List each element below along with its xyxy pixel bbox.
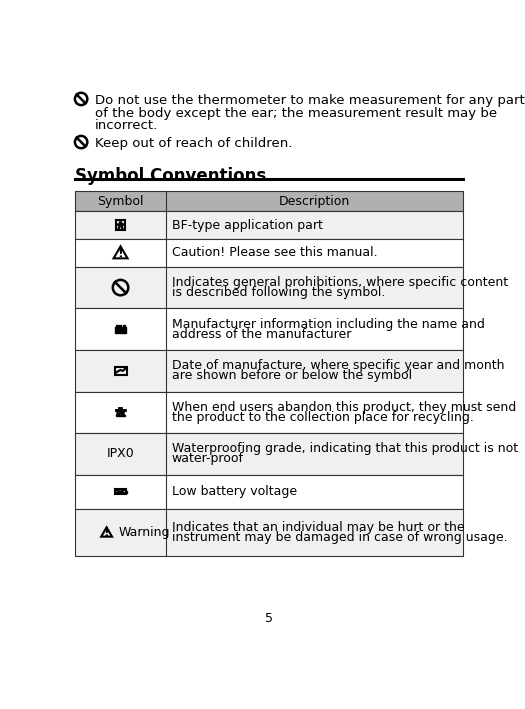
Bar [114,367,127,375]
Bar [116,325,118,328]
Bar [115,489,125,494]
Bar [125,491,127,493]
Bar [122,325,125,328]
Text: Date of manufacture, where specific year and month: Date of manufacture, where specific year… [172,359,504,372]
Text: Description: Description [279,195,350,208]
Text: Do not use the thermometer to make measurement for any part: Do not use the thermometer to make measu… [95,94,525,107]
Text: Caution! Please see this manual.: Caution! Please see this manual. [172,247,377,259]
Text: Low battery voltage: Low battery voltage [172,485,297,498]
Text: 5: 5 [265,612,273,625]
Bar [120,223,122,225]
Circle shape [119,221,122,224]
Bar [119,325,121,328]
Text: When end users abandon this product, they must send: When end users abandon this product, the… [172,401,516,414]
Text: instrument may be damaged in case of wrong usage.: instrument may be damaged in case of wro… [172,531,507,544]
Text: Warning: Warning [118,526,170,539]
Text: Symbol: Symbol [97,195,144,208]
Text: BF-type application part: BF-type application part [172,218,322,232]
Bar [75,191,463,211]
Text: Symbol Conventions: Symbol Conventions [75,167,266,185]
Bar [75,350,463,391]
Text: are shown before or below the symbol: are shown before or below the symbol [172,369,412,382]
Text: is described following the symbol.: is described following the symbol. [172,286,385,299]
Bar [115,328,127,333]
Text: Indicates that an individual may be hurt or the: Indicates that an individual may be hurt… [172,521,464,534]
Bar [75,308,463,350]
Bar [75,211,463,239]
Bar [75,267,463,308]
Text: Manufacturer information including the name and: Manufacturer information including the n… [172,318,485,330]
Text: !: ! [118,247,123,260]
Text: Indicates general prohibitions, where specific content: Indicates general prohibitions, where sp… [172,276,508,289]
Text: of the body except the ear; the measurement result may be: of the body except the ear; the measurem… [95,106,497,120]
Bar [116,415,125,416]
Bar [75,433,463,475]
Text: Waterproofing grade, indicating that this product is not: Waterproofing grade, indicating that thi… [172,442,518,455]
Text: the product to the collection place for recycling.: the product to the collection place for … [172,411,474,424]
Text: IPX0: IPX0 [107,447,134,460]
Text: Keep out of reach of children.: Keep out of reach of children. [95,138,292,150]
Bar [75,391,463,433]
Bar [116,220,125,230]
Text: !: ! [104,526,110,540]
Text: incorrect.: incorrect. [95,119,159,132]
Bar [75,508,463,557]
Bar [119,408,122,410]
Bar [75,475,463,508]
Text: address of the manufacturer: address of the manufacturer [172,328,351,341]
Bar [75,239,463,267]
Text: water-proof: water-proof [172,452,244,465]
